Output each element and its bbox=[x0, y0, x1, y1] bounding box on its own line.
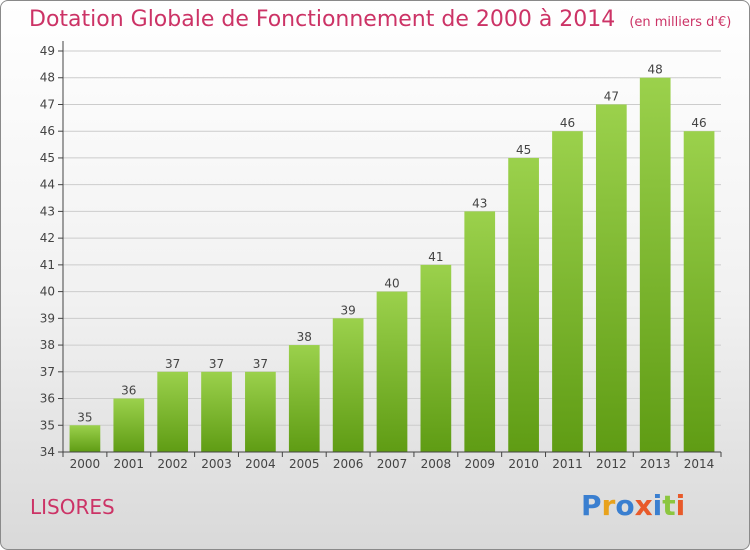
x-tick-label: 2008 bbox=[421, 457, 452, 471]
x-tick-label: 2006 bbox=[333, 457, 364, 471]
y-tick-label: 42 bbox=[40, 231, 55, 245]
y-tick-label: 47 bbox=[40, 97, 55, 111]
bar bbox=[157, 371, 189, 452]
logo-letter: P bbox=[581, 489, 602, 522]
x-tick-label: 2005 bbox=[289, 457, 320, 471]
x-tick-label: 2011 bbox=[552, 457, 583, 471]
data-label: 41 bbox=[428, 250, 443, 264]
x-tick-label: 2004 bbox=[245, 457, 276, 471]
logo-letter: r bbox=[601, 489, 616, 522]
x-tick-label: 2013 bbox=[640, 457, 671, 471]
x-tick-label: 2000 bbox=[70, 457, 101, 471]
y-tick-label: 35 bbox=[40, 418, 55, 432]
chart-title: Dotation Globale de Fonctionnement de 20… bbox=[29, 7, 731, 32]
data-label: 46 bbox=[560, 116, 575, 130]
commune-name: LISORES bbox=[30, 495, 115, 519]
title-text: Dotation Globale de Fonctionnement de 20… bbox=[29, 7, 616, 32]
logo-letter: i bbox=[652, 489, 663, 522]
y-tick-label: 37 bbox=[40, 365, 55, 379]
y-tick-label: 41 bbox=[40, 258, 55, 272]
bar bbox=[69, 425, 101, 452]
data-label: 40 bbox=[384, 277, 399, 291]
logo-letter: i bbox=[675, 489, 686, 522]
y-tick-label: 38 bbox=[40, 338, 55, 352]
data-label: 37 bbox=[209, 357, 224, 371]
data-label: 35 bbox=[77, 410, 92, 424]
logo-letter: t bbox=[662, 489, 676, 522]
y-tick-label: 40 bbox=[40, 285, 55, 299]
x-tick-label: 2010 bbox=[508, 457, 539, 471]
bar bbox=[288, 345, 320, 452]
bars: 35 36 37 37 37 38 39 40 41 43 45 46 47 48 46 bbox=[69, 63, 715, 452]
bar bbox=[595, 104, 627, 452]
data-label: 37 bbox=[253, 357, 268, 371]
x-tick-label: 2012 bbox=[596, 457, 627, 471]
unit-label: (en milliers d'€) bbox=[629, 15, 732, 30]
x-tick-label: 2014 bbox=[684, 457, 715, 471]
x-tick-label: 2009 bbox=[464, 457, 495, 471]
bar bbox=[201, 371, 232, 452]
y-tick-label: 46 bbox=[40, 124, 55, 138]
bar bbox=[552, 131, 583, 452]
bar bbox=[332, 318, 364, 452]
y-tick-label: 49 bbox=[40, 44, 55, 58]
y-tick-label: 36 bbox=[40, 392, 55, 406]
data-label: 43 bbox=[472, 196, 487, 210]
data-label: 45 bbox=[516, 143, 531, 157]
data-label: 38 bbox=[297, 330, 312, 344]
y-tick-label: 43 bbox=[40, 204, 55, 218]
bar bbox=[508, 157, 539, 452]
data-label: 37 bbox=[165, 357, 180, 371]
bar bbox=[376, 291, 408, 452]
bar bbox=[639, 77, 671, 452]
x-tick-label: 2007 bbox=[377, 457, 408, 471]
y-tick-label: 34 bbox=[40, 445, 55, 459]
data-label: 46 bbox=[691, 116, 706, 130]
data-label: 39 bbox=[340, 303, 355, 317]
axes: 34 35 36 37 38 39 40 41 42 43 44 45 46 47 48 49 2000 2001… bbox=[40, 41, 722, 471]
data-label: 47 bbox=[604, 89, 619, 103]
y-tick-label: 45 bbox=[40, 151, 55, 165]
x-tick-label: 2003 bbox=[201, 457, 232, 471]
logo-letter: x bbox=[634, 489, 653, 522]
bar bbox=[464, 211, 496, 452]
x-tick-label: 2002 bbox=[157, 457, 188, 471]
y-tick-label: 44 bbox=[40, 178, 55, 192]
x-tick-label: 2001 bbox=[114, 457, 145, 471]
bar bbox=[420, 264, 452, 452]
y-tick-label: 39 bbox=[40, 311, 55, 325]
proxiti-logo: Proxiti bbox=[581, 489, 685, 522]
data-label: 48 bbox=[648, 63, 663, 77]
data-label: 36 bbox=[121, 384, 136, 398]
logo-letter: o bbox=[615, 489, 635, 522]
bar bbox=[245, 371, 276, 452]
bar bbox=[113, 398, 145, 452]
bar bbox=[683, 131, 715, 452]
y-tick-label: 48 bbox=[40, 71, 55, 85]
